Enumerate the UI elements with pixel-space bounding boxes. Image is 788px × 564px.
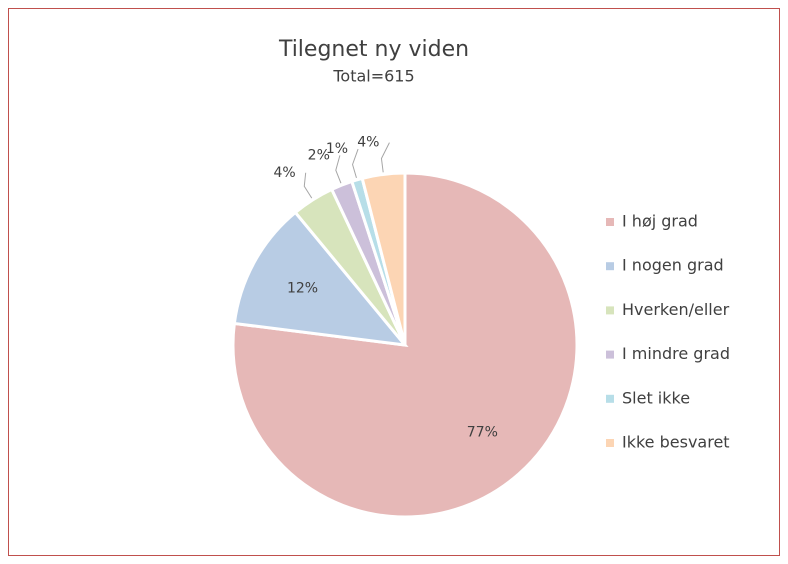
pie-slice (360, 171, 407, 346)
data-label: 4% (273, 165, 295, 181)
leader-line (335, 155, 342, 184)
data-label: 2% (308, 147, 330, 163)
pie-slice (232, 210, 409, 347)
leader-line (303, 172, 313, 199)
legend-label: Ikke besvaret (622, 433, 730, 452)
data-label: 1% (326, 141, 348, 157)
legend-label: I høj grad (622, 212, 698, 231)
legend-label: Hverken/eller (622, 300, 730, 319)
leader-line (352, 148, 359, 179)
legend-label: Slet ikke (622, 388, 690, 407)
legend-swatch (606, 394, 614, 403)
legend-swatch (606, 350, 614, 359)
legend-swatch (606, 306, 614, 315)
legend-label: I nogen grad (622, 256, 724, 275)
legend-swatch (606, 262, 614, 271)
legend-swatch (606, 439, 614, 447)
chart-title: Tilegnet ny viden (278, 37, 469, 62)
data-label: 4% (357, 135, 379, 151)
data-label: 12% (287, 281, 318, 297)
data-label: 77% (467, 425, 498, 441)
chart-subtitle: Total=615 (332, 67, 414, 86)
legend-label: I mindre grad (622, 344, 730, 363)
legend-swatch (606, 218, 614, 226)
leader-line (380, 142, 390, 173)
